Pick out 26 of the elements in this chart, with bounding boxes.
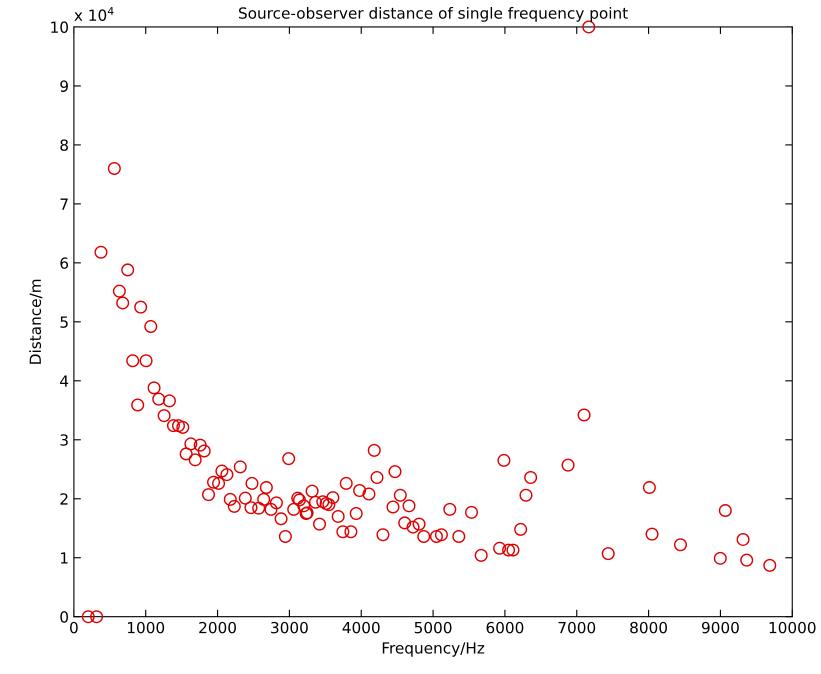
x-axis-title: Frequency/Hz [382, 642, 484, 657]
y-tick-label: 10 [51, 21, 68, 33]
text: x 10$^{4}$ [74, 7, 114, 21]
x-tick-label: 3000 [271, 622, 308, 634]
y-tick-label: 8 [60, 139, 68, 151]
x-tick-label: 8000 [630, 622, 668, 634]
y-tick-label: 3 [60, 434, 68, 446]
y-tick-label: 4 [60, 375, 68, 387]
y-tick-label: 5 [60, 316, 68, 328]
x-tick-label: 10000 [770, 622, 816, 634]
x-tick-label: 6000 [486, 622, 524, 634]
x-tick-label: 7000 [558, 622, 596, 634]
x-tick-label: 9000 [702, 622, 739, 634]
y-tick-label: 0 [60, 611, 68, 623]
chart-title: Source-observer distance of single frequency point [238, 7, 628, 22]
y-tick-label: 7 [60, 198, 68, 210]
x-tick-label: 0 [70, 622, 78, 634]
x-tick-label: 1000 [128, 622, 164, 634]
y-tick-label: 1 [60, 552, 68, 564]
y-tick-label: 9 [60, 80, 68, 92]
y-axis-title: Distance/m [29, 280, 42, 364]
x-tick-label: 4000 [342, 622, 380, 634]
y-tick-label: 2 [60, 493, 68, 505]
x-tick-label: 5000 [414, 622, 452, 634]
y-tick-label: 6 [60, 257, 68, 269]
x-tick-label: 2000 [199, 622, 236, 634]
